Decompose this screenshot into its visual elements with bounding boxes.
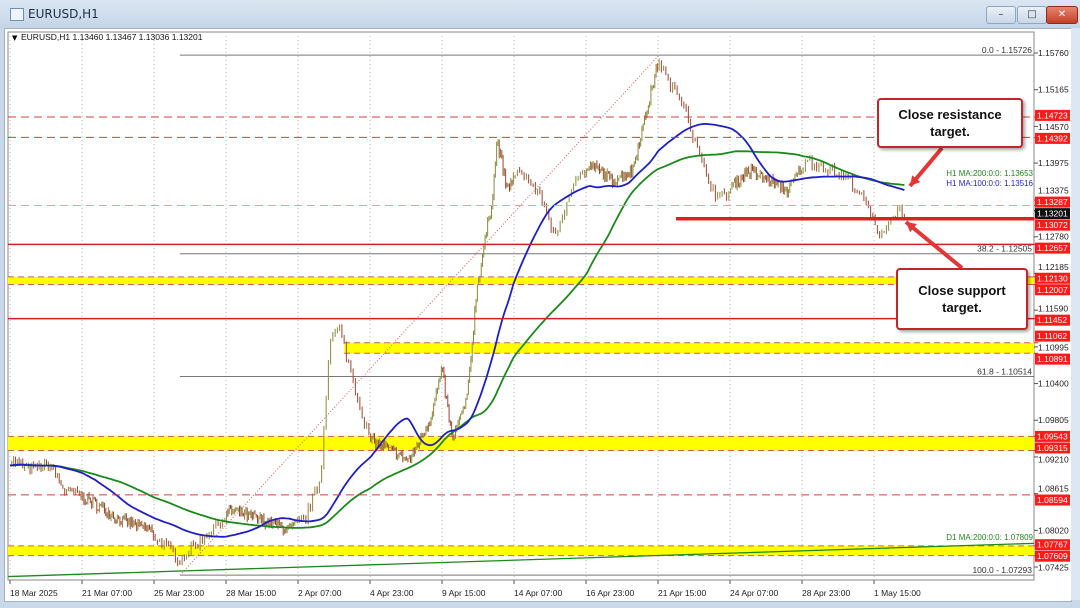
resistance-arrow-icon-head bbox=[910, 175, 921, 186]
current-price-label: 1.13201 bbox=[1037, 209, 1068, 219]
y-tick-label: 1.09210 bbox=[1038, 454, 1069, 464]
y-tick-label: 1.08020 bbox=[1038, 525, 1069, 535]
fibonacci-level-label: 100.0 - 1.07293 bbox=[972, 565, 1032, 575]
support-arrow-icon-head bbox=[906, 222, 917, 233]
symbol-ohlc-header: EURUSD,H1 1.13460 1.13467 1.13036 1.1320… bbox=[21, 32, 203, 42]
price-level-label-bg bbox=[1035, 494, 1070, 506]
zone-price-label: 1.12130 bbox=[1037, 273, 1068, 283]
y-tick-label: 1.08615 bbox=[1038, 484, 1069, 494]
zone-price-label-bg bbox=[1035, 284, 1070, 296]
x-tick-label: 18 Mar 2025 bbox=[10, 588, 58, 598]
y-tick-label: 1.12780 bbox=[1038, 232, 1069, 242]
price-level-label-bg bbox=[1035, 314, 1070, 326]
price-level-label: 1.13287 bbox=[1037, 197, 1068, 207]
plot-frame bbox=[7, 31, 1035, 581]
fibonacci-level-label: 0.0 - 1.15726 bbox=[982, 45, 1032, 55]
d1-ma200-line bbox=[7, 542, 1035, 578]
fibonacci-level-label: 61.8 - 1.10514 bbox=[977, 367, 1032, 377]
x-tick-label: 21 Apr 15:00 bbox=[658, 588, 706, 598]
x-tick-label: 1 May 15:00 bbox=[874, 588, 921, 598]
minimize-button[interactable]: – bbox=[986, 6, 1016, 24]
zone-price-label-bg bbox=[1035, 550, 1070, 562]
support-resistance-zone bbox=[8, 436, 1034, 451]
zone-price-label-bg bbox=[1035, 430, 1070, 442]
y-tick-label: 1.11590 bbox=[1038, 304, 1068, 314]
fibonacci-level-label: 38.2 - 1.12505 bbox=[977, 244, 1032, 254]
price-level-label: 1.14723 bbox=[1037, 110, 1068, 120]
zone-price-label: 1.11062 bbox=[1037, 331, 1067, 341]
zone-price-label: 1.12007 bbox=[1037, 285, 1068, 295]
support-arrow-icon bbox=[904, 220, 964, 270]
window-edge bbox=[1071, 28, 1080, 600]
price-level-label: 1.11452 bbox=[1037, 315, 1067, 325]
zone-price-label-bg bbox=[1035, 353, 1070, 365]
support-resistance-zone bbox=[344, 342, 1034, 354]
zone-price-label: 1.10891 bbox=[1037, 354, 1068, 364]
y-tick-label: 1.10995 bbox=[1038, 343, 1069, 353]
price-level-label-bg bbox=[1035, 109, 1070, 121]
y-tick-label: 1.15760 bbox=[1038, 48, 1069, 58]
x-tick-label: 24 Apr 07:00 bbox=[730, 588, 778, 598]
price-level-label: 1.14392 bbox=[1037, 133, 1068, 143]
price-level-label-bg bbox=[1035, 219, 1070, 231]
price-level-label-bg bbox=[1035, 196, 1070, 208]
callout-resistance: Close resistance target. bbox=[877, 98, 1023, 148]
y-tick-label: 1.09805 bbox=[1038, 415, 1069, 425]
price-level-label: 1.08594 bbox=[1037, 495, 1068, 505]
zone-price-label-bg bbox=[1035, 330, 1070, 342]
chart-window-icon bbox=[10, 8, 24, 21]
y-tick-label: 1.13375 bbox=[1038, 186, 1069, 196]
y-tick-label: 1.12185 bbox=[1038, 262, 1069, 272]
x-tick-label: 25 Mar 23:00 bbox=[154, 588, 204, 598]
zone-price-label: 1.07609 bbox=[1037, 551, 1068, 561]
h1-ma100-line bbox=[9, 122, 905, 538]
maximize-button[interactable]: □ bbox=[1017, 6, 1047, 24]
zone-price-label-bg bbox=[1035, 539, 1070, 551]
x-tick-label: 9 Apr 15:00 bbox=[442, 588, 486, 598]
zone-price-label-bg bbox=[1035, 442, 1070, 454]
window-titlebar: EURUSD,H1 – □ ✕ bbox=[0, 0, 1080, 28]
fibonacci-trendline bbox=[179, 54, 660, 576]
zone-price-label: 1.09315 bbox=[1037, 443, 1068, 453]
ma-label: H1 MA:100:0:0: 1.13516 bbox=[946, 179, 1033, 188]
h1-ma200-line bbox=[9, 150, 905, 529]
x-tick-label: 4 Apr 23:00 bbox=[370, 588, 414, 598]
support-resistance-zone bbox=[8, 276, 1034, 285]
zone-price-label: 1.09543 bbox=[1037, 431, 1068, 441]
price-level-label: 1.13072 bbox=[1037, 220, 1068, 230]
collapse-triangle-icon: ▼ bbox=[12, 34, 18, 42]
x-tick-label: 2 Apr 07:00 bbox=[298, 588, 342, 598]
close-button[interactable]: ✕ bbox=[1046, 6, 1078, 24]
y-tick-label: 1.14570 bbox=[1038, 122, 1069, 132]
support-resistance-zone bbox=[8, 545, 1034, 556]
x-tick-label: 28 Mar 15:00 bbox=[226, 588, 276, 598]
zone-price-label: 1.07767 bbox=[1037, 540, 1068, 550]
callout-support: Close support target. bbox=[896, 268, 1028, 330]
zone-price-label-bg bbox=[1035, 272, 1070, 284]
candles bbox=[11, 58, 905, 567]
x-tick-label: 28 Apr 23:00 bbox=[802, 588, 850, 598]
price-level-label-bg bbox=[1035, 132, 1070, 144]
y-tick-label: 1.15165 bbox=[1038, 85, 1069, 95]
ma-label: H1 MA:200:0:0: 1.13653 bbox=[946, 169, 1033, 178]
y-tick-label: 1.07425 bbox=[1038, 563, 1069, 573]
current-price-label-bg bbox=[1035, 208, 1070, 220]
window-title: EURUSD,H1 bbox=[28, 7, 99, 21]
y-tick-label: 1.10400 bbox=[1038, 379, 1069, 389]
x-tick-label: 21 Mar 07:00 bbox=[82, 588, 132, 598]
y-tick-label: 1.13975 bbox=[1038, 158, 1069, 168]
x-tick-label: 14 Apr 07:00 bbox=[514, 588, 562, 598]
x-tick-label: 16 Apr 23:00 bbox=[586, 588, 634, 598]
ma-label: D1 MA:200:0:0: 1.07809 bbox=[946, 533, 1033, 542]
price-level-label-bg bbox=[1035, 242, 1070, 254]
price-level-label: 1.12657 bbox=[1037, 243, 1068, 253]
